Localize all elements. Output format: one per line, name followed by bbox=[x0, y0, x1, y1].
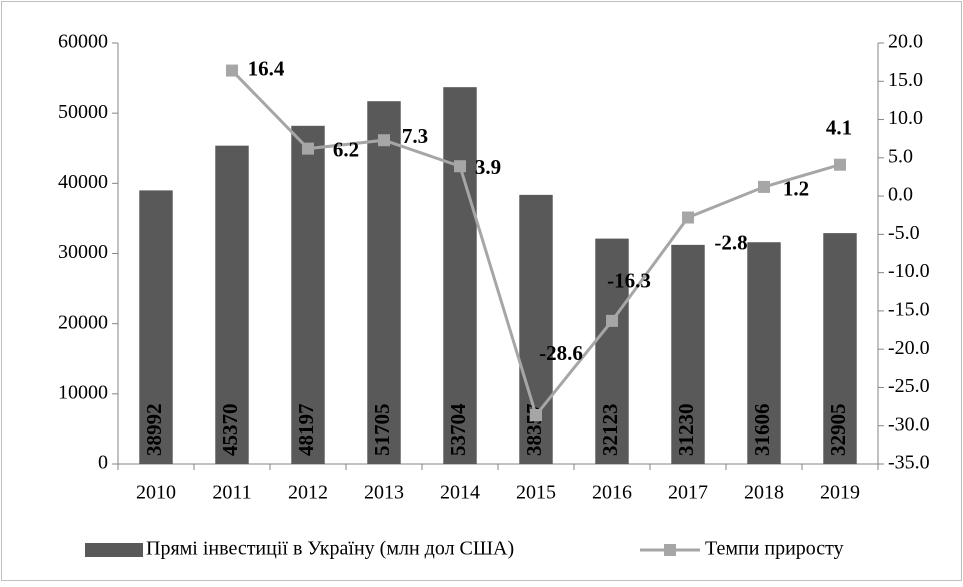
x-tick-label: 2017 bbox=[668, 482, 708, 504]
line-marker bbox=[606, 314, 618, 327]
x-tick-label: 2016 bbox=[592, 482, 632, 504]
y2-tick-label: -5.0 bbox=[888, 222, 920, 244]
x-tick-label: 2012 bbox=[288, 482, 328, 504]
x-tick-label: 2014 bbox=[440, 482, 480, 504]
y-tick-label: 60000 bbox=[58, 31, 108, 53]
y2-tick-label: 5.0 bbox=[888, 145, 913, 167]
y2-tick-label: -30.0 bbox=[888, 413, 930, 435]
bar bbox=[747, 242, 781, 464]
line-marker bbox=[226, 64, 238, 77]
bar-value-label: 45370 bbox=[218, 404, 242, 457]
y-tick-label: 40000 bbox=[58, 171, 108, 193]
bar bbox=[443, 87, 477, 464]
y2-tick-label: -10.0 bbox=[888, 260, 930, 282]
y2-tick-label: 0.0 bbox=[888, 184, 913, 206]
bar-value-label: 32123 bbox=[598, 404, 622, 457]
y2-tick-label: 10.0 bbox=[888, 107, 923, 129]
line-marker bbox=[682, 211, 694, 224]
bar-value-label: 51705 bbox=[370, 404, 394, 457]
x-tick-label: 2019 bbox=[820, 482, 860, 504]
line-marker bbox=[758, 180, 770, 193]
bar bbox=[215, 145, 249, 464]
bar-value-label: 38992 bbox=[142, 404, 166, 457]
x-tick-label: 2015 bbox=[516, 482, 556, 504]
y2-tick-label: -15.0 bbox=[888, 299, 930, 321]
bar bbox=[291, 125, 325, 464]
y-tick-label: 0 bbox=[98, 452, 108, 474]
x-tick-label: 2011 bbox=[212, 482, 251, 504]
line-value-label: 6.2 bbox=[333, 137, 359, 161]
line-marker bbox=[530, 409, 542, 422]
legend-swatch bbox=[85, 543, 143, 557]
bar-value-label: 32905 bbox=[826, 404, 850, 457]
y-tick-label: 30000 bbox=[58, 241, 108, 263]
x-tick-label: 2013 bbox=[364, 482, 404, 504]
bar bbox=[671, 244, 705, 464]
y2-tick-label: -35.0 bbox=[888, 452, 930, 474]
y2-tick-label: 15.0 bbox=[888, 69, 923, 91]
line-value-label: 7.3 bbox=[402, 124, 428, 148]
bar bbox=[367, 101, 401, 464]
bar-value-label: 31230 bbox=[674, 404, 698, 457]
line-marker bbox=[302, 142, 314, 155]
line-value-label: 3.9 bbox=[475, 155, 501, 179]
bar bbox=[823, 233, 857, 464]
line-value-label: 4.1 bbox=[826, 116, 852, 140]
y2-tick-label: 20.0 bbox=[888, 31, 923, 53]
y-tick-label: 10000 bbox=[58, 381, 108, 403]
legend-label: Прямі інвестиції в Україну (млн дол США) bbox=[146, 538, 514, 560]
line-value-label: -2.8 bbox=[714, 230, 747, 254]
x-tick-label: 2018 bbox=[744, 482, 784, 504]
bar bbox=[139, 190, 173, 464]
line-value-label: 1.2 bbox=[783, 177, 809, 201]
legend-label: Темпи приросту bbox=[705, 538, 844, 560]
y2-tick-label: -25.0 bbox=[888, 375, 930, 397]
line-marker bbox=[454, 160, 466, 173]
legend-swatch bbox=[664, 544, 676, 556]
line-value-label: -16.3 bbox=[607, 269, 651, 293]
bar-value-label: 31606 bbox=[750, 404, 774, 457]
bar-value-label: 53704 bbox=[446, 403, 470, 456]
y2-tick-label: -20.0 bbox=[888, 337, 930, 359]
line-marker bbox=[834, 158, 846, 171]
line-value-label: -28.6 bbox=[539, 341, 583, 365]
y-tick-label: 20000 bbox=[58, 311, 108, 333]
bar bbox=[595, 238, 629, 464]
line-marker bbox=[378, 134, 390, 147]
x-tick-label: 2010 bbox=[136, 482, 176, 504]
line-value-label: 16.4 bbox=[248, 56, 285, 80]
y-tick-label: 50000 bbox=[58, 101, 108, 123]
bar-value-label: 48197 bbox=[294, 404, 318, 457]
